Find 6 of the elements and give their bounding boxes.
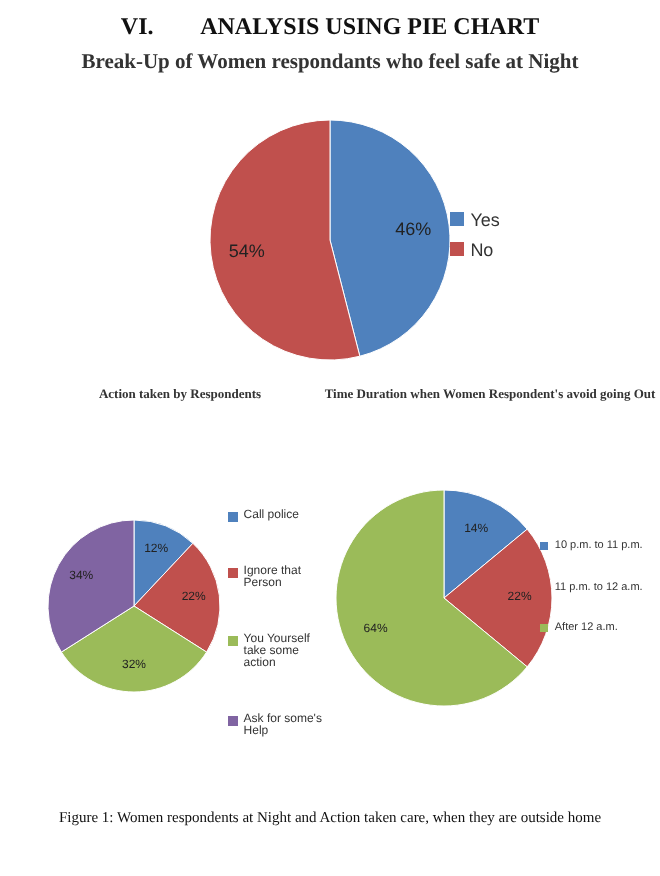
text: VI. ANALYSIS USING PIE CHART	[118, 12, 542, 42]
legend-label: No	[470, 240, 494, 260]
data-label: 54%	[228, 240, 265, 261]
chart-title: Break-Up of Women respondants who feel safe at Night	[79, 52, 581, 74]
data-label: 46%	[395, 219, 432, 240]
legend-label: Yes	[470, 210, 500, 230]
